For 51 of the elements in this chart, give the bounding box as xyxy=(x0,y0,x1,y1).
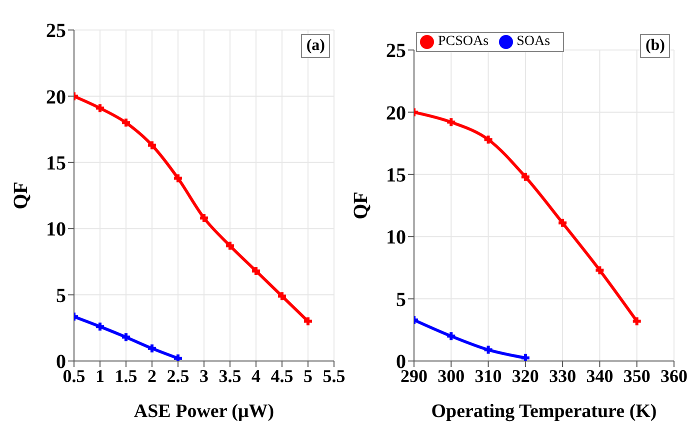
point xyxy=(120,117,132,128)
x-tick-label: 3.5 xyxy=(218,366,242,386)
y-tick-label: 15 xyxy=(386,164,406,186)
point xyxy=(446,116,457,128)
y-tick-label: 20 xyxy=(386,102,406,124)
x-tick-label: 2.5 xyxy=(166,366,190,386)
y-axis-title: QF xyxy=(350,192,372,220)
point xyxy=(594,264,606,276)
x-tick-label: 350 xyxy=(623,366,650,386)
y-tick-label: 5 xyxy=(56,284,66,307)
x-tick-label: 360 xyxy=(660,366,688,386)
x-tick-label: 4.5 xyxy=(270,366,294,386)
x-tick-label: 300 xyxy=(438,366,465,386)
point xyxy=(557,217,568,228)
annotation: (a) xyxy=(301,34,330,58)
point xyxy=(146,140,158,151)
y-tick-label: 5 xyxy=(396,288,406,311)
y-tick-label: 10 xyxy=(46,218,66,241)
point xyxy=(482,344,494,356)
annotation: (b) xyxy=(640,34,670,58)
y-tick-label: 15 xyxy=(46,152,66,174)
point xyxy=(446,330,457,342)
x-tick-label: 3 xyxy=(200,366,208,386)
x-tick-label: 2 xyxy=(148,366,156,386)
x-axis-title: ASE Power (μW) xyxy=(134,401,274,422)
point xyxy=(482,134,494,146)
x-tick-label: 5.5 xyxy=(322,366,346,386)
y-tick-label: 25 xyxy=(386,40,406,62)
y-tick-label: 25 xyxy=(46,20,66,42)
x-tick-label: 330 xyxy=(549,366,576,386)
x-axis-title: Operating Temperature (K) xyxy=(431,401,657,422)
x-tick-label: 340 xyxy=(586,366,614,386)
point xyxy=(224,240,236,252)
x-tick-label: 4 xyxy=(252,366,260,386)
point xyxy=(520,171,531,182)
x-tick-label: 1.5 xyxy=(114,366,138,386)
x-tick-label: 1 xyxy=(96,366,104,386)
point xyxy=(172,172,184,184)
x-tick-label: 310 xyxy=(474,366,502,386)
y-tick-label: 20 xyxy=(46,86,66,108)
point xyxy=(146,342,158,354)
y-axis-title: QF xyxy=(10,182,32,210)
y-tick-label: 10 xyxy=(386,226,406,249)
legend-label: SOAs xyxy=(516,34,550,49)
x-tick-label: 5 xyxy=(304,366,312,386)
point xyxy=(120,332,132,343)
point xyxy=(94,321,106,332)
point xyxy=(94,102,106,114)
x-tick-label: 320 xyxy=(512,366,539,386)
legend-label: PCSOAs xyxy=(438,34,489,49)
point xyxy=(276,290,288,302)
